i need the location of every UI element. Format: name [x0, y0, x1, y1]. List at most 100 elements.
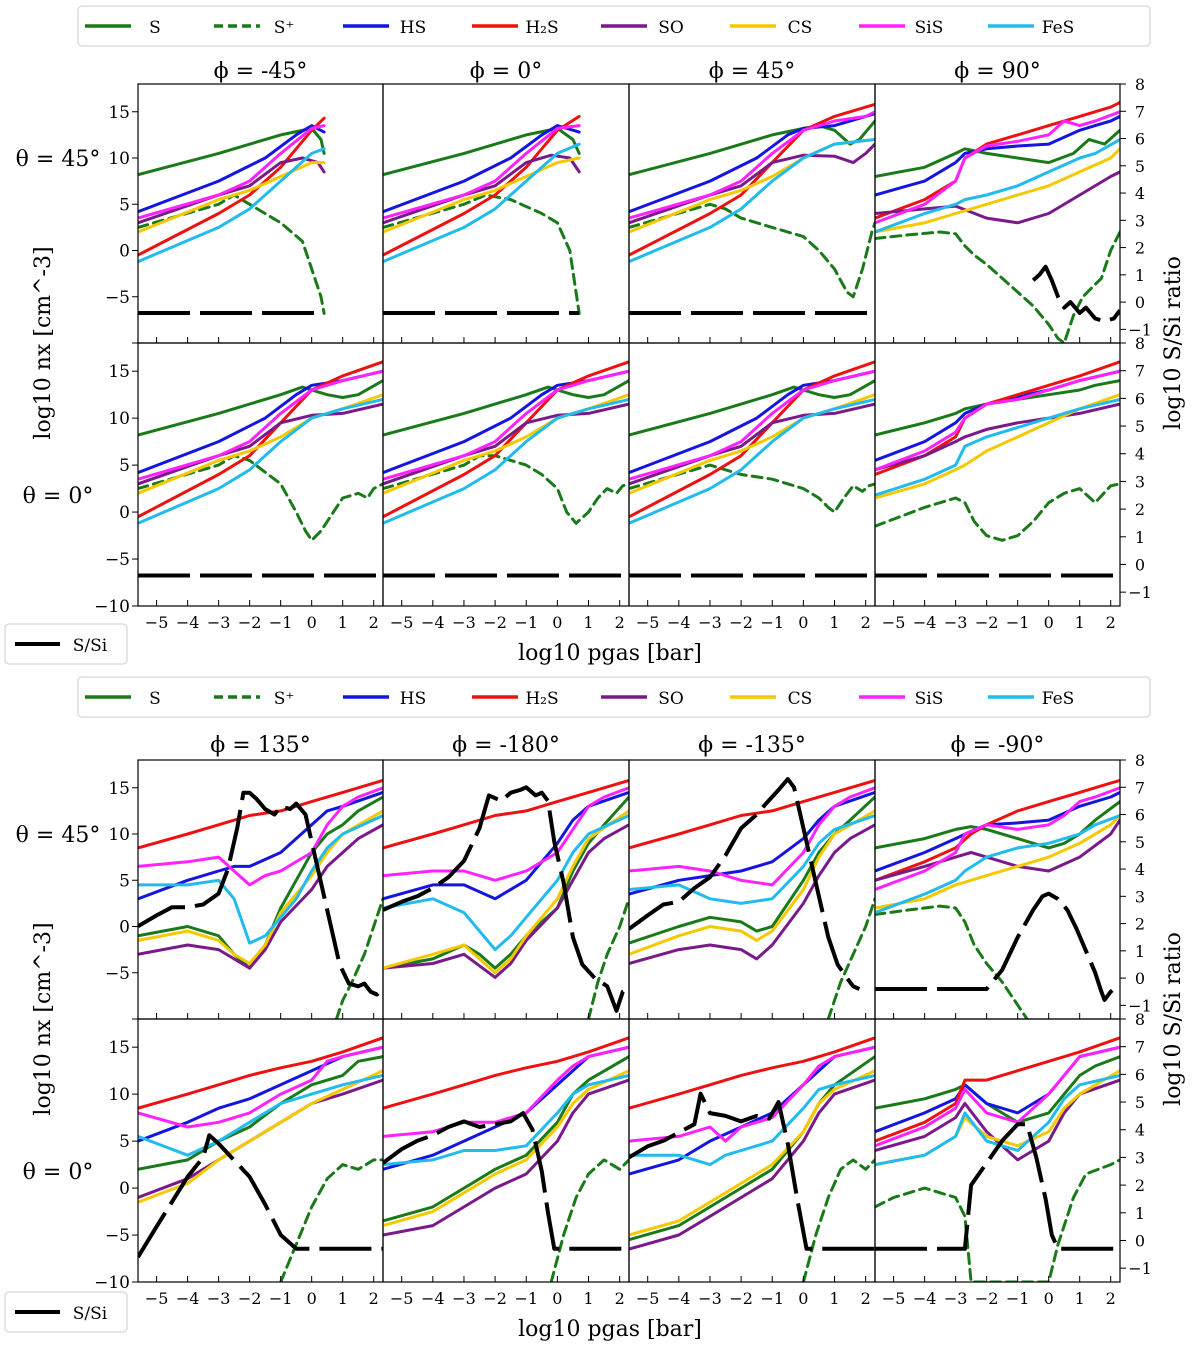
y-tick-label-left: 5: [119, 871, 130, 891]
series-SiS: [629, 110, 875, 220]
series-ratio: [875, 1122, 1120, 1251]
series-CS: [875, 393, 1120, 500]
x-tick-label: 0: [798, 613, 808, 632]
y-tick-label-right: 5: [1135, 833, 1145, 852]
x-tick-label: −2: [975, 613, 999, 632]
y-tick-label-right: 7: [1135, 1038, 1145, 1057]
series-SiS: [629, 1045, 875, 1143]
y-tick-label-left: 15: [108, 1038, 130, 1058]
series-S: [629, 119, 875, 177]
series-SO: [138, 823, 383, 970]
panel-lines: [383, 360, 629, 578]
series-S: [875, 1055, 1120, 1124]
series-HS: [383, 369, 629, 475]
series-CS: [875, 147, 1120, 234]
series-SiS: [875, 786, 1120, 891]
series-SiS: [138, 124, 326, 220]
y-tick-label-right: 2: [1135, 500, 1145, 519]
series-H2S: [629, 1036, 875, 1110]
x-axis-label: log10 pgas [bar]: [518, 641, 702, 666]
x-tick-label: −5: [636, 1289, 660, 1308]
y-tick-label-right: 7: [1135, 778, 1145, 797]
y-tick-label-right: 1: [1135, 942, 1145, 961]
column-title: ϕ = 90°: [954, 59, 1040, 84]
column-title: ϕ = 0°: [470, 59, 542, 84]
series-HS: [875, 1045, 1120, 1134]
ratio-legend-1: S/Si: [4, 623, 128, 665]
y-tick-label-left: 0: [119, 1179, 130, 1199]
x-tick-label: −2: [975, 1289, 999, 1308]
series-FeS: [629, 138, 875, 264]
panel-lines: [629, 360, 875, 578]
series-Splus: [138, 193, 326, 315]
series-FeS: [629, 814, 875, 905]
row-label: θ = 0°: [23, 1160, 94, 1185]
row-label: θ = 45°: [16, 147, 101, 172]
panel-lines: [875, 360, 1120, 578]
y-tick-label-right: 8: [1135, 1010, 1145, 1029]
panel-frame: [628, 759, 876, 1020]
panel-lines: [138, 778, 383, 1019]
x-tick-label: 2: [615, 613, 625, 632]
y-tick-label-right: 3: [1135, 1148, 1145, 1167]
panel-1-r2-c3: [628, 342, 876, 607]
x-axis-label: log10 pgas [bar]: [518, 1317, 702, 1342]
x-tick-label: 2: [861, 1289, 871, 1308]
series-H2S: [629, 778, 875, 850]
panel-lines: [383, 1036, 629, 1282]
series-S: [383, 1055, 629, 1223]
ratio-legend-frame: [4, 1291, 128, 1333]
panel-frame: [874, 342, 1121, 607]
ratio-legend-label: S/Si: [73, 636, 108, 656]
panel-2-r1-c3: [628, 759, 876, 1020]
series-FeS: [875, 397, 1120, 497]
panel-lines: [383, 778, 629, 1019]
x-tick-label: −3: [698, 613, 722, 632]
x-tick-label: 0: [552, 613, 562, 632]
y-tick-label-right: −1: [1128, 583, 1152, 602]
legend-label-FeS: FeS: [1042, 18, 1075, 38]
x-tick-label: −4: [176, 1289, 200, 1308]
ratio-legend-2: S/Si: [4, 1291, 128, 1333]
panel-frame: [628, 342, 876, 607]
y-axis-label-left: log10 nx [cm^-3]: [31, 246, 56, 439]
x-tick-label: 0: [552, 1289, 562, 1308]
y-tick-label-right: 0: [1135, 1231, 1145, 1250]
series-Splus: [629, 202, 875, 299]
row-label: θ = 0°: [23, 484, 94, 509]
series-CS: [629, 1069, 875, 1237]
x-tick-label: −5: [882, 1289, 906, 1308]
x-tick-label: 1: [583, 1289, 593, 1308]
series-H2S: [875, 778, 1120, 882]
column-title: ϕ = 45°: [709, 59, 795, 84]
panel-2-r2-c4: [874, 1018, 1126, 1283]
series-SO: [383, 1078, 629, 1237]
legend-1: S S⁺ HS H₂S SO CS SiS FeS: [77, 5, 1151, 47]
panel-frame: [382, 1018, 630, 1283]
legend-label-H2S: H₂S: [525, 18, 558, 38]
x-tick-label: −3: [944, 613, 968, 632]
y-tick-label-left: −5: [105, 288, 130, 308]
legend-label-CS: CS: [788, 689, 813, 709]
y-tick-label-right: 0: [1135, 969, 1145, 988]
x-tick-label: −3: [207, 1289, 231, 1308]
y-tick-label-right: 4: [1135, 1121, 1145, 1140]
series-SiS: [629, 786, 875, 887]
x-tick-label: −2: [483, 1289, 507, 1308]
x-tick-label: −5: [390, 613, 414, 632]
x-tick-label: −3: [944, 1289, 968, 1308]
x-tick-label: −5: [145, 1289, 169, 1308]
series-Splus: [383, 454, 629, 525]
y-tick-label-left: −10: [94, 1273, 130, 1293]
x-tick-label: 0: [1044, 1289, 1054, 1308]
x-tick-label: −4: [176, 613, 200, 632]
series-FeS: [138, 814, 383, 945]
panel-frame: [874, 759, 1121, 1020]
x-tick-label: −2: [238, 613, 262, 632]
series-FeS: [875, 814, 1120, 915]
series-ratio: [1031, 264, 1120, 324]
y-tick-label-left: 10: [108, 149, 130, 169]
series-HS: [629, 112, 875, 214]
panel-frame: [628, 83, 876, 344]
x-tick-label: 2: [1106, 1289, 1116, 1308]
